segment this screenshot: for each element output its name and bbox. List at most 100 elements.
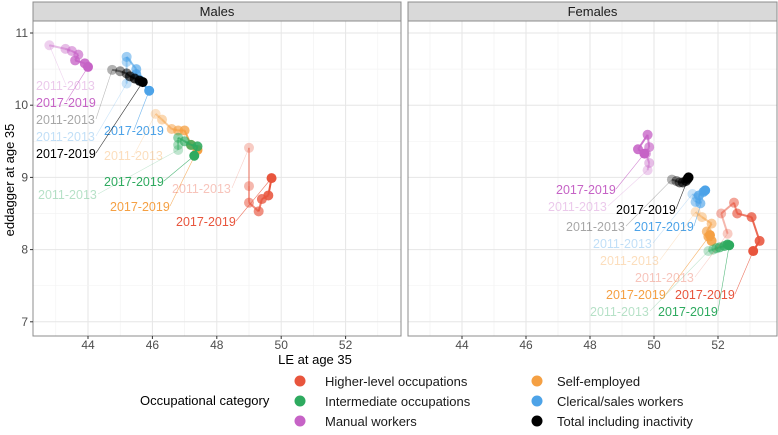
label-leader-line xyxy=(607,169,648,207)
label-leader-line xyxy=(133,113,156,156)
series-self: 2011-2013 2017-2019 xyxy=(600,207,717,302)
label-leader-line xyxy=(133,90,150,131)
series-segment xyxy=(646,162,651,171)
period-label: 2017-2019 xyxy=(606,288,666,302)
period-label: 2011-2013 xyxy=(36,79,95,93)
series-total: 2011-2013 2017-2019 xyxy=(566,172,694,234)
legend-item-higher: Higher-level occupations xyxy=(294,374,468,389)
series-manual: 2011-2013 2017-2019 xyxy=(548,129,655,214)
legend-label: Intermediate occupations xyxy=(325,394,471,409)
period-label: 2011-2013 xyxy=(36,130,95,144)
legend-item-total: Total including inactivity xyxy=(531,414,693,429)
data-point xyxy=(706,218,717,229)
data-point xyxy=(690,207,701,218)
label-leader-line xyxy=(95,83,127,137)
legend-label: Clerical/sales workers xyxy=(557,394,684,409)
series-clerical: 2011-2013 2017-2019 xyxy=(593,185,711,251)
label-leader-line xyxy=(65,66,89,103)
label-leader-line xyxy=(95,69,113,120)
label-leader-line xyxy=(665,234,711,295)
data-point xyxy=(666,174,677,185)
data-point xyxy=(697,212,707,223)
x-tick-label: 50 xyxy=(275,338,289,352)
series-intermediate: 2011-2013 2017-2019 xyxy=(38,132,203,202)
data-point xyxy=(244,142,254,153)
label-leader-line xyxy=(717,245,730,312)
label-leader-line xyxy=(625,179,673,227)
period-label: 2017-2019 xyxy=(658,305,718,319)
data-point xyxy=(70,55,81,66)
data-point xyxy=(121,51,132,62)
legend-item-self: Self-employed xyxy=(531,374,640,389)
x-tick-label: 44 xyxy=(455,338,469,352)
x-tick-label: 46 xyxy=(519,338,533,352)
period-label: 2011-2013 xyxy=(590,305,649,319)
y-tick-label: 8 xyxy=(21,243,28,257)
data-point xyxy=(157,114,168,125)
series-intermediate: 2011-2013 2017-2019 xyxy=(590,239,735,319)
data-point xyxy=(244,197,254,208)
x-tick-label: 48 xyxy=(210,338,224,352)
label-leader-line xyxy=(95,81,143,154)
data-point xyxy=(179,125,190,136)
data-point xyxy=(107,64,118,75)
label-leader-line xyxy=(652,193,693,244)
data-point xyxy=(703,246,714,257)
data-point xyxy=(644,157,655,168)
y-axis-title: eddagger at age 35 xyxy=(2,124,17,237)
period-label: 2017-2019 xyxy=(36,96,96,110)
y-tick-label: 7 xyxy=(21,315,28,329)
period-label: 2017-2019 xyxy=(104,175,164,189)
legend-key xyxy=(294,395,306,407)
series-segment xyxy=(694,211,703,218)
period-label: 2017-2019 xyxy=(556,183,616,197)
series-total: 2011-2013 2017-2019 xyxy=(36,64,148,161)
legend-key xyxy=(294,415,306,427)
data-point xyxy=(746,212,757,223)
legend-title: Occupational category xyxy=(140,393,270,408)
series-higher: 2011-2013 2017-2019 xyxy=(172,142,277,229)
label-leader-line xyxy=(734,250,754,295)
period-label: 2017-2019 xyxy=(176,215,236,229)
legend-key xyxy=(531,415,543,427)
legend-key xyxy=(531,375,543,387)
series-segment xyxy=(49,44,66,50)
x-tick-label: 52 xyxy=(339,338,353,352)
label-leader-line xyxy=(693,190,706,227)
legend-item-intermediate: Intermediate occupations xyxy=(294,394,471,409)
period-label: 2017-2019 xyxy=(110,200,170,214)
y-tick-label: 10 xyxy=(15,98,29,112)
y-tick-label: 11 xyxy=(16,26,29,40)
data-point xyxy=(244,181,254,192)
data-point xyxy=(695,198,706,209)
data-point xyxy=(173,144,184,155)
label-leader-line xyxy=(615,153,645,190)
data-point xyxy=(44,40,55,51)
legend-label: Higher-level occupations xyxy=(325,374,468,389)
y-tick-label: 9 xyxy=(21,170,28,184)
legend: Occupational category Higher-level occup… xyxy=(140,374,693,429)
data-point xyxy=(263,190,274,201)
label-leader-line xyxy=(235,177,272,222)
x-tick-label: 48 xyxy=(583,338,597,352)
period-label: 2011-2013 xyxy=(104,149,163,163)
data-point xyxy=(716,208,727,219)
data-point xyxy=(253,206,264,217)
plot-background xyxy=(408,21,777,336)
period-label: 2011-2013 xyxy=(36,113,95,127)
period-label: 2017-2019 xyxy=(104,124,164,138)
period-label: 2011-2013 xyxy=(635,271,694,285)
x-tick-label: 52 xyxy=(711,338,725,352)
legend-item-manual: Manual workers xyxy=(294,414,417,429)
data-point xyxy=(754,235,765,246)
series-segment xyxy=(111,68,121,73)
period-label: 2011-2013 xyxy=(593,237,652,251)
x-tick-label: 46 xyxy=(146,338,160,352)
period-label: 2011-2013 xyxy=(600,254,659,268)
legend-item-clerical: Clerical/sales workers xyxy=(531,394,684,409)
facet-strip xyxy=(407,1,778,22)
facet-label: Males xyxy=(200,4,235,19)
period-label: 2017-2019 xyxy=(634,220,694,234)
